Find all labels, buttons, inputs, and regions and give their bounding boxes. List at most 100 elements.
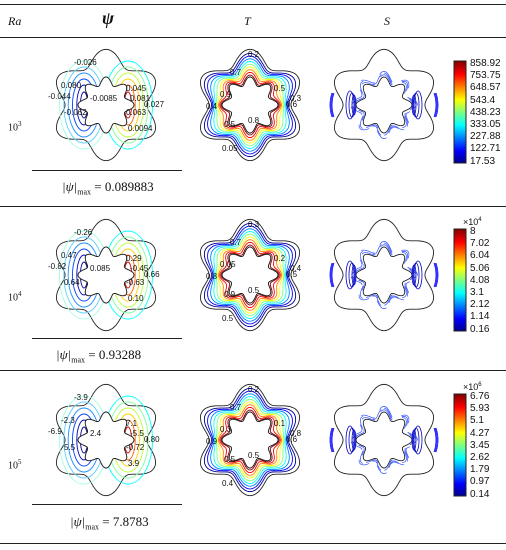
t-isotherm [210,58,290,152]
s-contour-inner [353,409,415,471]
psi-contour-row1: -0.026 0.080 -0.044 -0.0085-0.062 0.0450.081… [48,48,165,162]
t-contour-row2: 0.30.70.050.80.90.40.50.50.20.5 [199,218,302,332]
t-contour-label: 0.5 [248,451,260,460]
t-contour-label: 0.05 [222,144,238,153]
t-contour-label: 0.4 [206,102,218,111]
t-contour-row1: 0.2 0.7 0.90.4 0.5 0.30.6 0.8 0.5 0.05 [199,48,302,162]
outer-wall [55,48,157,162]
colorbar-tick-label: 0.16 [470,323,490,335]
header-psi: ψ [102,8,115,28]
s-contour-side [345,260,355,290]
psi-contour-label: 0.66 [144,270,160,279]
colorbar-tick-label: 3.1 [470,287,484,298]
t-contour-label: 0.2 [274,254,286,263]
inner-cylinder [77,76,135,134]
inner-cylinder [77,411,135,469]
s-contour-wall [331,262,335,288]
s-contour-side [413,90,423,120]
outer-wall [199,218,301,332]
bottom-rule [0,543,506,544]
t-contour-label: 0.3 [290,94,302,103]
psi-contour-label: 0.080 [61,81,82,90]
inner-cylinder [77,246,135,304]
s-contour-wall [435,427,439,453]
s-contour-wall [330,427,334,453]
colorbar-tick-label: 4.08 [470,274,490,286]
header-rule [0,37,506,38]
inner-cylinder [221,76,279,134]
s-contour-wall [329,427,333,453]
t-isotherm [207,55,293,155]
t-isotherm [220,409,280,471]
psi-contour-label: -2.3 [61,416,75,425]
s-contour-inner [353,74,415,136]
t-contour-label: 0.3 [248,220,260,229]
t-isotherm [216,236,284,314]
t-contour-label: 0.4 [222,479,234,488]
psi-contour-label: 3.9 [128,459,140,468]
s-contour-side [345,90,355,120]
psi-contour-label: 0.47 [61,251,77,260]
outer-wall [199,383,301,497]
s-contour-side [345,425,355,455]
psi-contour-label: 0.10 [128,294,144,303]
colorbar-tick-label: 6.76 [470,391,490,402]
colorbar-tick-label: 0.14 [470,488,490,500]
s-contour-wall [435,92,439,118]
s-contour-wall [433,92,437,118]
colorbar-tick-label: 5.1 [470,415,484,427]
s-contour-wall [433,262,437,288]
t-isotherm [203,387,297,493]
s-contour-wall [330,92,334,118]
outer-wall [199,48,301,162]
t-contour-label: 0.6 [286,435,298,444]
s-contour-wall [434,92,438,118]
colorbar-tick-label: 438.23 [470,106,501,118]
s-contour-row3 [329,383,439,497]
t-contour-row3: 0.2 0.7 0.30.9 0.5 0.80.6 0.5 0.1 0.4 [199,383,302,497]
header-s: S [384,14,390,28]
t-isotherm [207,390,293,490]
psi-max-row2: |ψ|max = 0.93288 [56,347,142,365]
psi-contour-label: -3.9 [74,393,88,402]
colorbar-tick-label: 753.75 [470,70,501,82]
s-contour-wall [331,427,335,453]
s-contour-wall [434,262,438,288]
outer-wall [333,383,435,497]
psi-max-row3: |ψ|max = 7.8783 [70,514,149,532]
colorbar-tick-label: 5.93 [470,403,490,415]
ra-label-row2: 104 [8,290,22,304]
t-contour-label: 0.7 [230,238,242,247]
psi-contour-label: -0.026 [74,58,97,67]
psi-contour-label: 7.1 [126,419,138,428]
colorbar-gradient-row2 [453,228,467,332]
colorbar-tick-label: 0.97 [470,476,490,488]
inner-wall [355,76,413,134]
inner-wall [355,246,413,304]
t-isotherm [215,398,285,482]
top-rule [0,4,506,5]
colorbar-tick-label: 333.05 [470,119,501,130]
s-contour-side [413,260,423,290]
psi-contour-label: 0.063 [126,108,147,117]
colorbar-tick-label: 6.04 [470,250,490,262]
s-contour-row2 [329,218,439,332]
psi-underline-row3 [32,504,182,505]
colorbar-tick-label: 858.92 [470,58,501,69]
t-contour-label: 0.8 [248,116,260,125]
t-contour-label: 0.5 [224,120,236,129]
psi-underline-row2 [32,338,182,339]
t-contour-label: 0.9 [220,90,232,99]
psi-contour-label: 0.29 [126,254,142,263]
row-rule-2 [0,370,506,371]
t-contour-label: 0.2 [248,50,260,59]
outer-wall [333,48,435,162]
t-contour-label: 0.7 [230,68,242,77]
psi-max-row1: |ψ|max = 0.089883 [62,179,154,197]
psi-contour-label: -0.26 [74,228,93,237]
t-contour-label: 0.1 [274,419,286,428]
psi-contour-label: 0.80 [144,435,160,444]
t-isotherm [203,52,297,158]
s-contour-wall [329,262,333,288]
t-isotherm [218,404,282,476]
